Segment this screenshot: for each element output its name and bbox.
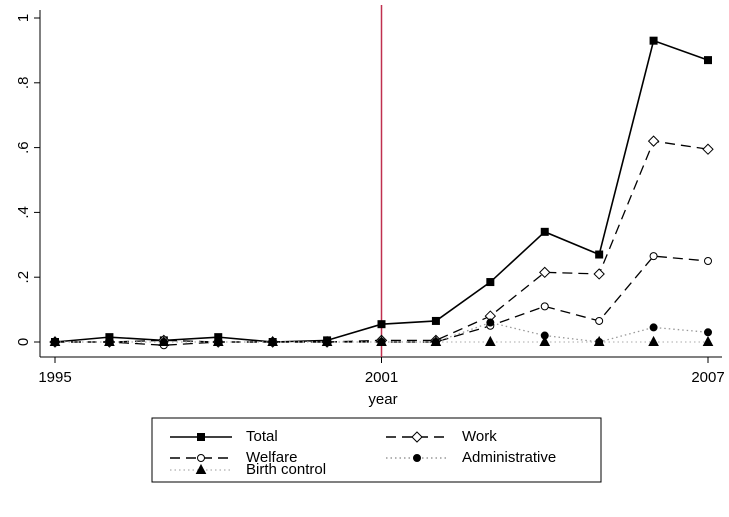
marker: [539, 266, 551, 279]
y-tick-label: .2: [15, 271, 32, 284]
y-tick-label: .4: [15, 206, 32, 219]
marker: [486, 318, 495, 327]
marker: [649, 323, 658, 332]
y-tick-label: 1: [15, 14, 32, 22]
marker: [431, 316, 440, 325]
legend-label: Work: [462, 428, 497, 445]
y-tick-label: 0: [15, 338, 32, 346]
marker: [104, 335, 115, 346]
x-axis-label: year: [368, 391, 397, 408]
marker: [649, 36, 658, 45]
marker: [377, 320, 386, 329]
marker: [593, 268, 605, 280]
marker: [649, 252, 658, 261]
y-tick-label: .8: [15, 77, 32, 90]
marker: [704, 56, 712, 65]
x-tick-label: 1995: [38, 369, 71, 386]
marker: [595, 250, 604, 259]
y-tick-label: .6: [15, 141, 32, 154]
marker: [702, 335, 714, 346]
legend-marker: [197, 433, 205, 441]
x-tick-label: 2001: [365, 369, 398, 386]
marker: [647, 135, 660, 147]
legend-label: Welfare: [246, 449, 297, 466]
legend-marker: [195, 463, 207, 474]
marker: [593, 335, 605, 346]
x-tick-label: 2007: [691, 369, 724, 386]
legend: [151, 417, 602, 483]
marker: [430, 335, 442, 346]
marker: [540, 302, 549, 311]
marker: [49, 335, 61, 346]
marker: [595, 316, 604, 325]
marker: [702, 143, 714, 155]
marker: [267, 335, 278, 346]
marker: [648, 335, 659, 346]
marker: [321, 335, 333, 346]
legend-marker: [413, 454, 421, 462]
legend-marker: [197, 454, 205, 462]
marker: [212, 335, 224, 346]
marker: [540, 227, 549, 236]
marker: [486, 278, 495, 287]
legend-label: Total: [246, 428, 278, 445]
marker: [704, 328, 712, 337]
marker: [158, 335, 170, 346]
marker: [485, 335, 496, 346]
marker: [704, 257, 712, 265]
legend-label: Birth control: [246, 461, 326, 478]
marker: [539, 335, 551, 346]
legend-label: Administrative: [462, 449, 556, 466]
legend-marker: [411, 431, 423, 443]
marker: [376, 335, 387, 346]
